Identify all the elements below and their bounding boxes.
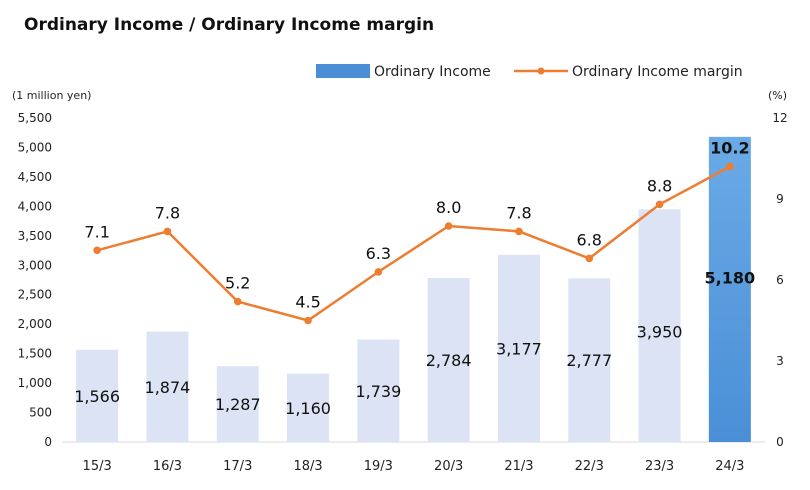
- bar-21-3: [497, 254, 540, 442]
- line-value-label: 7.8: [155, 203, 180, 222]
- x-tick-label: 19/3: [364, 459, 393, 474]
- line-value-label: 6.3: [366, 244, 391, 263]
- legend-label-margin: Ordinary Income margin: [572, 64, 743, 80]
- line-value-label: 6.8: [577, 230, 602, 249]
- line-value-label: 10.2: [710, 139, 749, 158]
- legend: Ordinary Income Ordinary Income margin: [316, 64, 743, 80]
- bar-value-label: 1,739: [355, 382, 401, 401]
- line-value-label: 7.8: [506, 203, 531, 222]
- legend-label-ordinary-income: Ordinary Income: [374, 64, 491, 80]
- bar-20-3: [427, 277, 470, 442]
- bar-24-3: [708, 136, 751, 443]
- line-data-labels: 7.1 7.8 5.2 4.5 6.3 8.0 7.8 6.8 8.8 10.2: [84, 139, 749, 312]
- y-left-tick-label: 4,500: [18, 170, 52, 184]
- line-value-label: 8.0: [436, 198, 461, 217]
- y-left-tick-label: 1,500: [18, 347, 52, 361]
- y-left-tick-label: 5,000: [18, 140, 52, 154]
- y-left-tick-label: 2,500: [18, 288, 52, 302]
- y-right-tick-label: 3: [776, 354, 784, 368]
- line-value-label: 8.8: [647, 176, 672, 195]
- line-point: [93, 246, 101, 255]
- x-tick-label: 18/3: [293, 459, 322, 474]
- line-point: [585, 254, 594, 263]
- x-tick-label: 20/3: [434, 459, 463, 474]
- y-right-tick-label: 9: [776, 192, 784, 206]
- x-tick-label: 16/3: [153, 459, 182, 474]
- y-right-tick-label: 0: [776, 435, 784, 449]
- line-point: [655, 200, 664, 209]
- x-axis: 15/3 16/3 17/3 18/3 19/3 20/3 21/3 22/3 23/3 24/3: [83, 459, 745, 474]
- y-left-tick-label: 3,500: [18, 229, 52, 243]
- line-point: [233, 297, 242, 306]
- line-series: [93, 162, 734, 325]
- line-value-label: 7.1: [84, 222, 109, 241]
- bar-value-label: 1,287: [215, 395, 261, 414]
- y-right-tick-label: 12: [772, 111, 787, 125]
- legend-marker-margin: [537, 67, 545, 75]
- y-left-tick-label: 5,500: [18, 111, 52, 125]
- y-left-tick-label: 0: [44, 435, 52, 449]
- bar-data-labels: 1,566 1,874 1,287 1,160 1,739 2,784 3,177 2,777…: [74, 268, 755, 418]
- y-left-unit-label: (1 million yen): [12, 89, 91, 102]
- y-left-tick-label: 1,000: [18, 376, 52, 390]
- bar-value-label: 3,950: [637, 322, 683, 341]
- line-point: [163, 227, 172, 236]
- y-right-unit-label: (%): [768, 89, 787, 102]
- line-point: [444, 222, 453, 230]
- legend-swatch-ordinary-income: [316, 64, 370, 78]
- bar-series: [76, 136, 751, 443]
- line-value-label: 4.5: [295, 293, 320, 312]
- bar-18-3: [287, 373, 330, 442]
- bar-value-label: 2,777: [566, 351, 612, 370]
- bar-17-3: [216, 366, 259, 442]
- line-point: [374, 268, 383, 276]
- y-left-tick-label: 4,000: [18, 199, 52, 213]
- line-point: [726, 162, 734, 171]
- y-left-tick-label: 500: [29, 406, 52, 420]
- y-right-tick-label: 6: [776, 273, 784, 287]
- chart-title: Ordinary Income / Ordinary Income margin: [24, 15, 434, 35]
- bar-value-label: 1,160: [285, 399, 331, 418]
- x-tick-label: 15/3: [83, 459, 112, 474]
- line-point: [515, 227, 523, 236]
- x-tick-label: 24/3: [715, 459, 744, 474]
- x-tick-label: 21/3: [504, 459, 533, 474]
- x-tick-label: 23/3: [645, 459, 674, 474]
- x-tick-label: 22/3: [575, 459, 604, 474]
- x-tick-label: 17/3: [223, 459, 252, 474]
- bar-22-3: [568, 278, 611, 442]
- bar-value-label: 5,180: [705, 268, 756, 287]
- line-value-label: 5.2: [225, 274, 250, 293]
- line-point: [304, 316, 312, 325]
- y-axis-left: 0 500 1,000 1,500 2,000 2,500 3,000 3,500 4,000 4…: [18, 111, 52, 449]
- y-left-tick-label: 3,000: [18, 258, 52, 272]
- bar-value-label: 1,874: [145, 378, 191, 397]
- bar-16-3: [146, 331, 189, 442]
- y-left-tick-label: 2,000: [18, 317, 52, 331]
- bar-value-label: 2,784: [426, 351, 472, 370]
- bar-value-label: 3,177: [496, 339, 542, 358]
- bar-15-3: [76, 349, 119, 442]
- bar-19-3: [357, 339, 400, 442]
- bar-value-label: 1,566: [74, 387, 120, 406]
- y-axis-right: 0 3 6 9 12: [772, 111, 787, 449]
- margin-line: [96, 165, 731, 322]
- bar-23-3: [638, 209, 681, 442]
